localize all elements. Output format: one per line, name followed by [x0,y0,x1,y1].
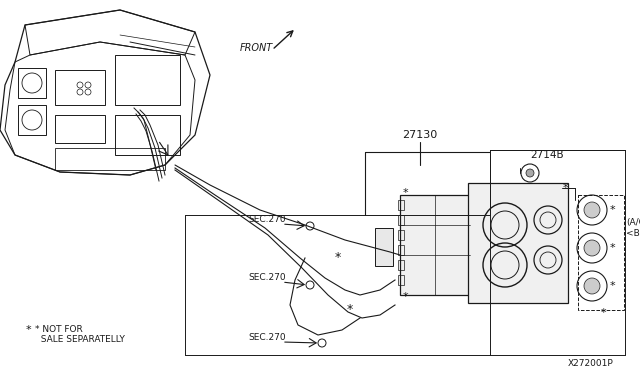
Circle shape [584,202,600,218]
Bar [468,183,568,303]
Text: *: * [335,251,341,264]
Bar [398,200,404,210]
Bar [398,215,404,225]
Circle shape [584,240,600,256]
Text: *: * [600,308,606,318]
Text: SEC.270: SEC.270 [248,334,285,343]
Text: SALE SEPARATELLY: SALE SEPARATELLY [35,336,125,344]
Circle shape [526,169,534,177]
Bar [398,230,404,240]
Text: 2714B: 2714B [530,150,564,160]
Text: *: * [610,281,616,291]
Bar [55,148,165,170]
Bar [398,275,404,285]
Bar [115,55,180,105]
Bar [398,260,404,270]
Text: SEC.270: SEC.270 [248,273,285,282]
Text: *: * [347,304,353,317]
Bar [375,228,393,266]
Bar [115,115,180,155]
Bar [578,195,624,310]
Bar [400,195,470,295]
Text: *: * [402,188,408,198]
Text: * NOT FOR: * NOT FOR [35,326,83,334]
Text: X272001P: X272001P [568,359,614,368]
Text: *: * [562,183,568,193]
Text: *: * [402,292,408,302]
Bar [18,68,46,98]
Circle shape [584,278,600,294]
Text: (A/C)
<BLIND>: (A/C) <BLIND> [626,218,640,238]
Bar [398,245,404,255]
Text: *: * [610,205,616,215]
Text: 27130: 27130 [403,130,438,140]
Bar [18,105,46,135]
Text: *: * [610,243,616,253]
Text: SEC.270: SEC.270 [248,215,285,224]
Bar [55,70,105,105]
Bar [55,115,105,143]
Text: FRONT: FRONT [240,43,273,53]
Text: *: * [25,325,31,335]
